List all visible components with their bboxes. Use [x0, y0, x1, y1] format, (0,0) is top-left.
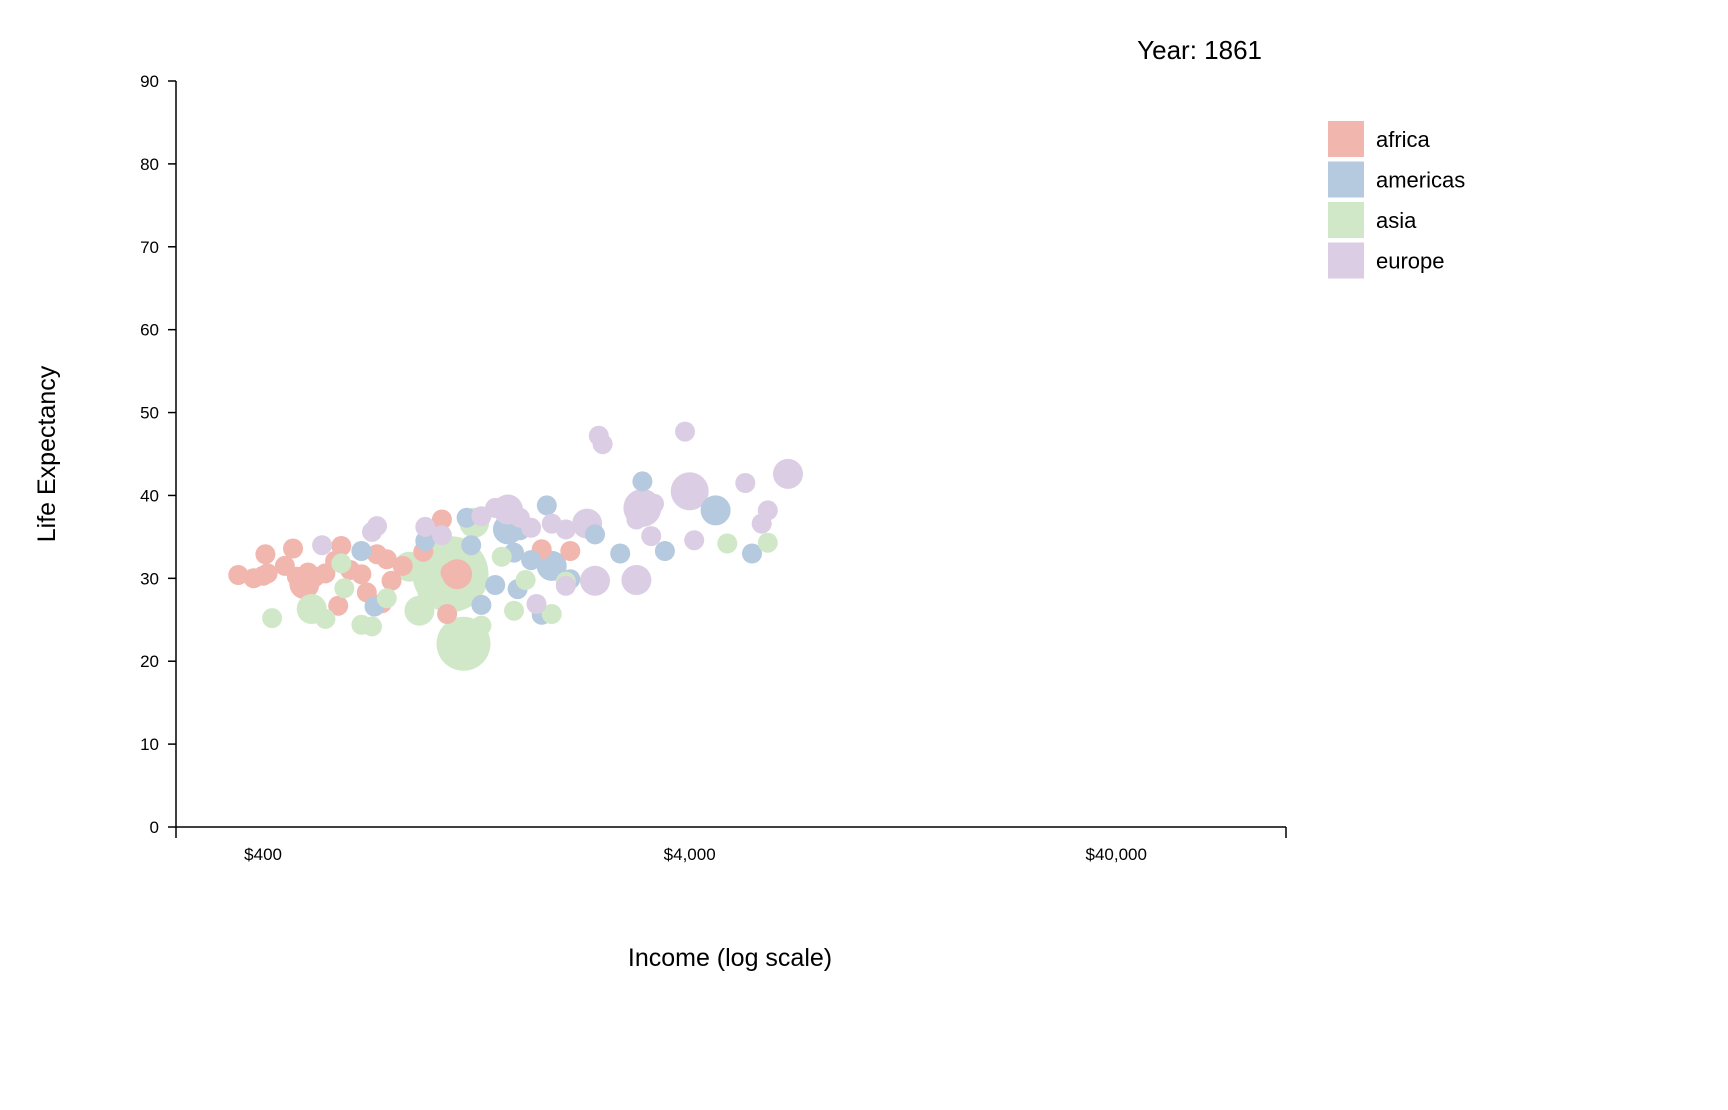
- bubble-europe: [509, 507, 530, 528]
- bubble-africa: [228, 565, 249, 585]
- legend-swatch-africa: [1328, 121, 1364, 157]
- y-tick-label: 0: [150, 818, 159, 837]
- y-tick-label: 10: [140, 735, 159, 754]
- x-tick-label: $400: [244, 845, 282, 864]
- bubble-americas: [521, 550, 542, 571]
- y-tick-label: 30: [140, 569, 159, 588]
- bubble-europe: [757, 500, 778, 521]
- bubble-europe: [592, 434, 613, 455]
- bubble-asia: [504, 600, 524, 621]
- legend-swatch-americas: [1328, 161, 1364, 198]
- legend-label-africa: africa: [1376, 127, 1431, 152]
- y-tick-label: 60: [140, 321, 159, 340]
- y-tick-label: 40: [140, 486, 159, 505]
- bubble-europe: [580, 565, 610, 596]
- year-label: Year: 1861: [1137, 35, 1262, 65]
- bubble-europe: [773, 458, 803, 489]
- legend-swatch-asia: [1328, 202, 1364, 238]
- bubble-africa: [255, 544, 276, 565]
- bubble-layer: [228, 421, 803, 671]
- bubble-europe: [526, 594, 547, 614]
- bubble-americas: [700, 495, 731, 526]
- bubble-americas: [485, 575, 506, 595]
- legend: africa americas asia europe: [1328, 121, 1465, 279]
- bubble-americas: [461, 535, 482, 556]
- x-axis-title: Income (log scale): [628, 944, 832, 972]
- bubble-americas: [742, 543, 762, 564]
- bubble-asia: [334, 578, 355, 599]
- bubble-africa: [431, 509, 452, 530]
- bubble-africa: [328, 595, 349, 616]
- bubble-asia: [262, 608, 283, 629]
- bubble-africa: [331, 536, 352, 556]
- bubble-asia: [417, 578, 448, 609]
- y-tick-label: 50: [140, 404, 159, 423]
- bubble-africa: [437, 604, 458, 624]
- bubble-asia: [491, 546, 512, 567]
- bubble-asia: [471, 615, 492, 636]
- bubble-africa: [376, 549, 397, 570]
- bubble-americas: [351, 541, 372, 561]
- bubble-americas: [415, 531, 436, 551]
- bubble-europe: [735, 473, 756, 493]
- bubble-europe: [670, 472, 709, 511]
- bubble-asia: [541, 604, 562, 624]
- bubble-europe: [555, 575, 576, 596]
- legend-label-americas: americas: [1376, 168, 1465, 193]
- y-tick-label: 20: [140, 652, 159, 671]
- bubble-asia: [376, 588, 397, 609]
- legend-label-europe: europe: [1376, 249, 1445, 274]
- bubble-americas: [456, 507, 477, 528]
- bubble-europe: [367, 516, 387, 537]
- bubble-americas: [610, 543, 631, 564]
- bubble-europe: [641, 526, 662, 547]
- bubble-africa: [381, 570, 402, 591]
- bubble-asia: [717, 533, 738, 554]
- bubble-europe: [312, 535, 333, 556]
- bubble-africa: [392, 555, 413, 576]
- bubble-asia: [315, 608, 336, 629]
- legend-label-asia: asia: [1376, 208, 1417, 233]
- bubble-africa: [257, 563, 278, 584]
- bubble-americas: [585, 524, 605, 545]
- y-tick-label: 70: [140, 238, 159, 257]
- x-tick-label: $4,000: [664, 845, 716, 864]
- bubble-europe: [621, 565, 652, 595]
- bubble-asia: [331, 553, 352, 574]
- x-axis: $400 $4,000 $40,000: [175, 826, 1287, 864]
- bubble-americas: [632, 471, 653, 492]
- bubble-europe: [415, 516, 436, 537]
- bubble-europe: [644, 493, 664, 514]
- bubble-americas: [536, 495, 557, 516]
- bubble-europe: [684, 530, 705, 551]
- bubble-europe: [675, 421, 695, 442]
- bubble-europe: [555, 519, 576, 540]
- bubble-africa: [440, 562, 461, 583]
- y-tick-label: 80: [140, 155, 159, 174]
- bubble-asia: [362, 616, 382, 637]
- bubble-africa: [560, 541, 581, 561]
- y-axis: 0 10 20 30 40 50 60 70 80 90: [140, 72, 177, 837]
- x-tick-label: $40,000: [1086, 845, 1147, 864]
- bubble-europe: [485, 497, 506, 518]
- legend-swatch-europe: [1328, 242, 1364, 279]
- bubble-asia: [757, 532, 778, 553]
- bubble-africa: [283, 538, 303, 559]
- y-axis-title: Life Expectancy: [33, 365, 61, 542]
- bubble-americas: [471, 594, 492, 615]
- y-tick-label: 90: [140, 72, 159, 91]
- bubble-europe: [431, 525, 452, 546]
- bubble-asia: [515, 570, 536, 590]
- bubble-europe: [626, 509, 647, 530]
- bubble-americas: [654, 541, 675, 561]
